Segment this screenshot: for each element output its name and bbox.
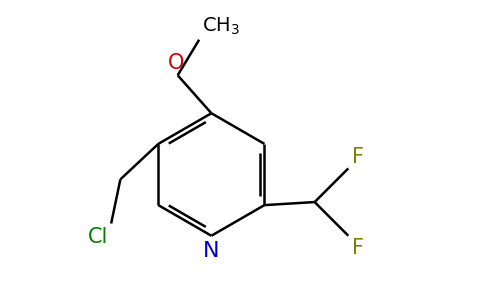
Text: F: F <box>352 146 364 167</box>
Text: CH$_3$: CH$_3$ <box>202 15 240 37</box>
Text: Cl: Cl <box>88 227 108 247</box>
Text: N: N <box>203 241 220 261</box>
Text: F: F <box>352 238 364 258</box>
Text: O: O <box>168 53 185 73</box>
